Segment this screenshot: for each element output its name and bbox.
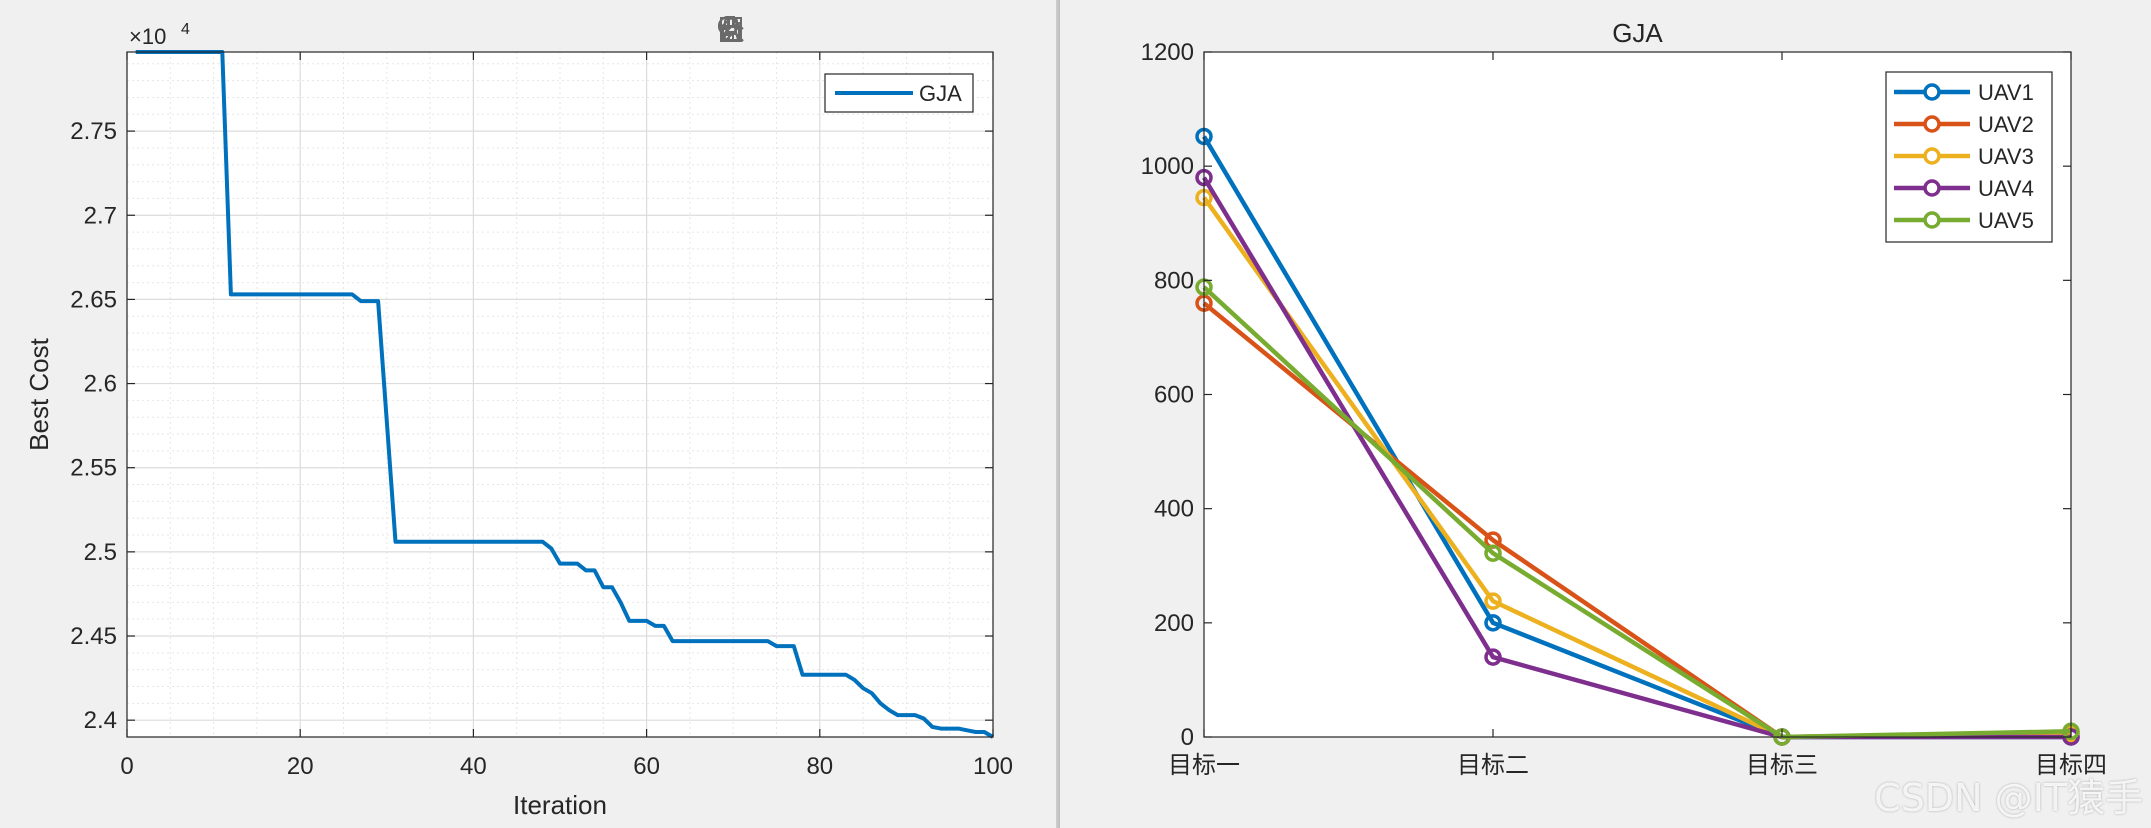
y-tick-label: 0 [1181, 724, 1194, 751]
legend-label: UAV2 [1978, 112, 2034, 137]
x-tick-label: 目标二 [1457, 751, 1529, 779]
series-line-GJA [135, 50, 994, 739]
legend-label: GJA [919, 81, 962, 106]
legend-icon[interactable] [720, 14, 832, 50]
y-tick-label: 2.7 [84, 202, 117, 229]
convergence-chart: 0 20 40 60 80 100 2.4 2.45 2.5 2.55 2.6 2.65 2.7 2.75… [24, 21, 1013, 820]
legend-label: UAV5 [1978, 208, 2034, 233]
x-tick-label: 0 [120, 753, 133, 780]
y-tick-label: 2.45 [70, 623, 117, 650]
y-tick-label: 2.6 [84, 371, 117, 398]
left-figure-panel: 0 20 40 60 80 100 2.4 2.45 2.5 2.55 2.6 2.65 2.7 2.75… [0, 0, 1056, 828]
y-tick-label: 2.4 [84, 707, 117, 734]
y-tick-label: 800 [1154, 267, 1194, 294]
legend-marker [1923, 83, 1941, 101]
legend-marker [1923, 211, 1941, 229]
watermark: CSDN @IT猿手 [1874, 776, 2143, 820]
series-line-UAV5 [1202, 285, 2072, 740]
x-tick-label: 100 [973, 753, 1013, 780]
x-tick-label: 20 [287, 753, 314, 780]
legend-label: UAV3 [1978, 144, 2034, 169]
panel-divider [1056, 0, 1060, 828]
axes-box [126, 51, 994, 738]
home-icon[interactable] [718, 14, 992, 50]
legend-marker [1923, 179, 1941, 197]
x-tick-label: 目标四 [2035, 751, 2107, 779]
x-tick-label: 80 [806, 753, 833, 780]
marker-UAV1 [1484, 614, 1502, 632]
pan-hand-icon[interactable] [719, 14, 872, 50]
marker-UAV3 [1484, 592, 1502, 610]
right-figure-panel: 目标一 目标二 目标三 目标四 0 200 400 600 800 1000 1200 GJA UAV1… [1060, 0, 2151, 828]
chart-title: GJA [1612, 18, 1663, 48]
y-tick-label: 1000 [1141, 153, 1194, 180]
axes-toolbar [716, 14, 992, 50]
y-tick-label: 2.5 [84, 539, 117, 566]
y-tick-label: 2.55 [70, 455, 117, 482]
exponent-value: 4 [181, 21, 190, 38]
marker-UAV5 [1484, 544, 1502, 562]
plot-area [127, 52, 993, 737]
legend-marker [1923, 115, 1941, 133]
exponent-label: ×10 [129, 24, 166, 49]
y-tick-label: 1200 [1141, 39, 1194, 66]
x-tick-label: 目标一 [1168, 751, 1240, 779]
y-tick-label: 200 [1154, 610, 1194, 637]
x-tick-label: 60 [633, 753, 660, 780]
x-tick-label: 40 [460, 753, 487, 780]
y-tick-label: 2.75 [70, 118, 117, 145]
y-axis-label: Best Cost [24, 337, 54, 450]
legend-label: UAV1 [1978, 80, 2034, 105]
y-tick-label: 2.65 [70, 286, 117, 313]
legend-marker [1923, 147, 1941, 165]
uav-targets-chart: 目标一 目标二 目标三 目标四 0 200 400 600 800 1000 1200 GJA UAV1… [1141, 18, 2107, 779]
zoom-out-icon[interactable] [718, 14, 952, 50]
y-tick-label: 400 [1154, 496, 1194, 523]
marker-UAV4 [1484, 648, 1502, 666]
zoom-in-icon[interactable] [718, 14, 912, 50]
data-tip-icon[interactable] [722, 14, 792, 50]
x-axis-label: Iteration [513, 790, 607, 820]
x-tick-label: 目标三 [1746, 751, 1818, 779]
legend-label: UAV4 [1978, 176, 2034, 201]
y-tick-label: 600 [1154, 382, 1194, 409]
